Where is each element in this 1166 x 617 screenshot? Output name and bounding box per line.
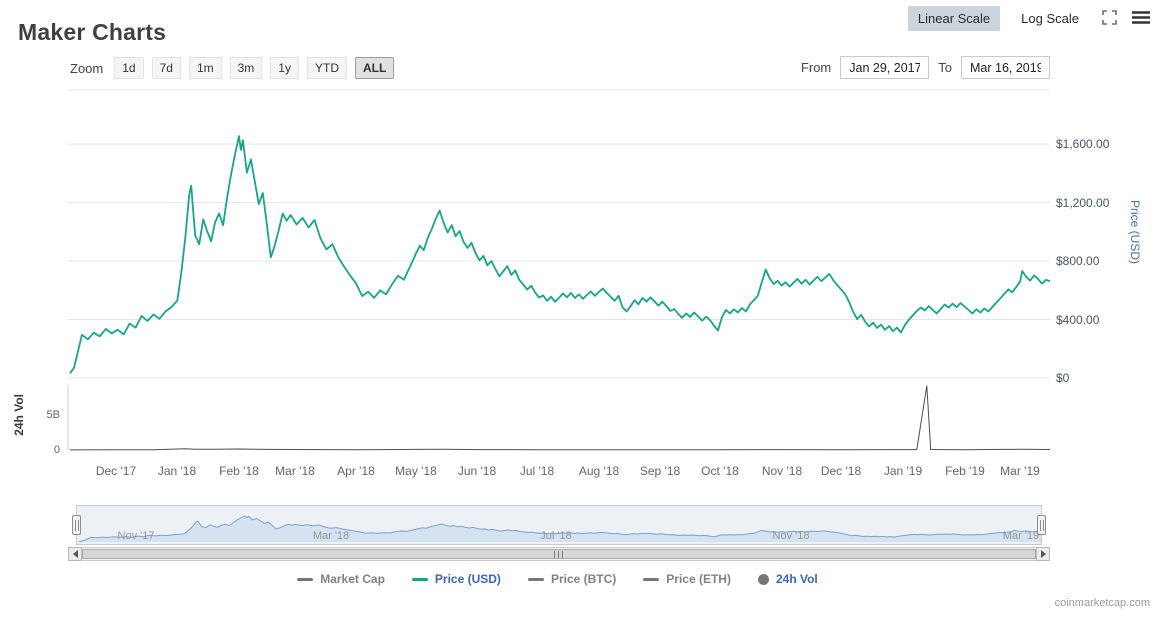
navigator-axis-label: Jul '18 bbox=[540, 530, 572, 542]
handle-grip-icon bbox=[74, 519, 79, 531]
legend-item-label: Price (BTC) bbox=[550, 572, 617, 586]
zoom-buttons: 1d 7d 1m 3m 1y YTD ALL bbox=[114, 57, 395, 79]
navigator-axis-label: Mar '18 bbox=[312, 530, 350, 542]
navigator-mini-chart bbox=[77, 515, 1041, 542]
legend-marker-line-icon bbox=[527, 577, 544, 581]
fullscreen-icon bbox=[1102, 9, 1117, 28]
navigator-axis-label: Nov '17 bbox=[117, 530, 155, 542]
scrollbar-thumb[interactable] bbox=[82, 549, 1036, 559]
to-date-input[interactable] bbox=[961, 56, 1050, 79]
legend-item-label: Price (USD) bbox=[434, 572, 501, 586]
scrollbar-right-button[interactable] bbox=[1036, 547, 1050, 561]
volume-axis-label: 0 bbox=[53, 444, 60, 456]
x-axis-label: Jul '18 bbox=[519, 464, 555, 478]
zoom-button-all[interactable]: ALL bbox=[354, 57, 395, 79]
x-axis-label: Dec '17 bbox=[95, 464, 137, 478]
x-axis-label: Aug '18 bbox=[578, 464, 620, 478]
x-axis-label: Jun '18 bbox=[457, 464, 497, 478]
chart-navigator[interactable]: Nov '17 Mar '18 Jul '18 Nov '18 Mar '19 bbox=[72, 505, 1046, 545]
x-axis-label: Feb '19 bbox=[945, 464, 985, 478]
price-line-series bbox=[69, 135, 1051, 374]
legend-item-price-btc[interactable]: Price (BTC) bbox=[527, 572, 617, 586]
handle-grip-icon bbox=[1039, 519, 1044, 531]
navigator-area bbox=[77, 516, 1041, 542]
x-axis-label: Mar '18 bbox=[275, 464, 315, 478]
navigator-axis-label: Mar '19 bbox=[1002, 530, 1040, 542]
scrollbar-track[interactable] bbox=[82, 547, 1036, 561]
y-axis-label: $0 bbox=[1056, 371, 1070, 385]
from-label: From bbox=[800, 60, 832, 75]
scrollbar-left-button[interactable] bbox=[68, 547, 82, 561]
legend-marker-circle-icon bbox=[757, 573, 769, 585]
navigator-right-handle[interactable] bbox=[1037, 515, 1046, 535]
linear-scale-button[interactable]: Linear Scale bbox=[907, 6, 1001, 31]
zoom-button-1d[interactable]: 1d bbox=[114, 57, 144, 79]
date-range-inputs: From To bbox=[801, 56, 1050, 79]
zoom-button-1m[interactable]: 1m bbox=[188, 57, 222, 79]
volume-line-series bbox=[69, 385, 1051, 451]
zoom-button-3m[interactable]: 3m bbox=[229, 57, 263, 79]
scrollbar-grip-icon bbox=[554, 550, 564, 558]
y-axis-label: $1,600.00 bbox=[1056, 137, 1110, 152]
x-axis-label: Jan '18 bbox=[157, 464, 197, 478]
legend-item-label: Market Cap bbox=[320, 572, 385, 586]
legend-item-market-cap[interactable]: Market Cap bbox=[297, 572, 385, 586]
legend-item-price-eth[interactable]: Price (ETH) bbox=[643, 572, 731, 586]
hamburger-menu-icon bbox=[1132, 10, 1150, 27]
log-scale-button[interactable]: Log Scale bbox=[1011, 6, 1089, 31]
volume-axis-label: 5B bbox=[46, 409, 60, 422]
navigator-left-handle[interactable] bbox=[72, 515, 81, 535]
x-axis-label: Oct '18 bbox=[701, 464, 739, 478]
x-axis-label: Sep '18 bbox=[639, 464, 681, 478]
legend-item-label: 24h Vol bbox=[775, 572, 818, 586]
x-axis-label: May '18 bbox=[395, 464, 437, 478]
chart-scrollbar bbox=[68, 547, 1050, 561]
fullscreen-button[interactable] bbox=[1100, 8, 1119, 30]
legend-marker-line-icon bbox=[297, 577, 314, 581]
y-axis-label: $800.00 bbox=[1056, 254, 1100, 269]
x-axis-label: Jan '19 bbox=[883, 464, 923, 478]
x-axis-label: Mar '19 bbox=[1000, 464, 1040, 478]
y-axis-label: $1,200.00 bbox=[1056, 195, 1110, 210]
arrow-left-icon bbox=[72, 550, 78, 558]
from-date-input[interactable] bbox=[840, 56, 930, 79]
zoom-button-1y[interactable]: 1y bbox=[270, 57, 299, 79]
navigator-line bbox=[78, 515, 1041, 542]
x-axis-label: Nov '18 bbox=[761, 464, 803, 478]
zoom-range-selector: Zoom 1d 7d 1m 3m 1y YTD ALL bbox=[70, 57, 395, 79]
legend-item-label: Price (ETH) bbox=[666, 572, 731, 586]
scale-toggle-group: Linear Scale Log Scale bbox=[907, 6, 1152, 31]
zoom-button-ytd[interactable]: YTD bbox=[306, 57, 347, 79]
zoom-label: Zoom bbox=[70, 60, 104, 76]
x-axis-label: Dec '18 bbox=[820, 464, 862, 478]
zoom-button-7d[interactable]: 7d bbox=[151, 57, 181, 79]
chart-menu-button[interactable] bbox=[1130, 9, 1152, 29]
navigator-axis-label: Nov '18 bbox=[772, 530, 810, 542]
to-label: To bbox=[938, 60, 952, 75]
legend-item-24h-vol[interactable]: 24h Vol bbox=[757, 572, 818, 586]
chart-legend: Market Cap Price (USD) Price (BTC) Price (E… bbox=[65, 572, 1050, 586]
arrow-right-icon bbox=[1040, 550, 1046, 558]
y-axis-label: $400.00 bbox=[1056, 312, 1100, 327]
x-axis-label: Feb '18 bbox=[219, 464, 259, 478]
legend-marker-line-icon bbox=[411, 577, 428, 581]
legend-marker-line-icon bbox=[643, 577, 660, 581]
page-title: Maker Charts bbox=[18, 19, 167, 46]
watermark: coinmarketcap.com bbox=[1054, 597, 1150, 609]
x-axis-label: Apr '18 bbox=[337, 464, 375, 478]
legend-item-price-usd[interactable]: Price (USD) bbox=[411, 572, 501, 586]
price-axis-title: Price (USD) bbox=[1128, 200, 1142, 265]
